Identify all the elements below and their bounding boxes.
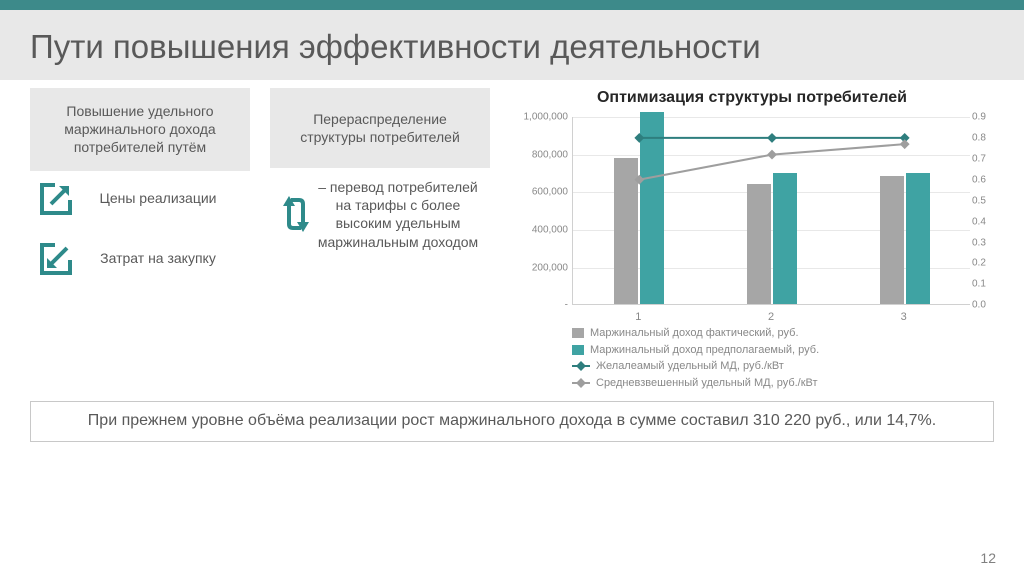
arrow-up-out-icon <box>38 181 74 217</box>
y2-tick-label: 0.2 <box>972 258 994 269</box>
arrow-down-in-icon <box>38 241 74 277</box>
line-target-marker <box>767 133 777 143</box>
y1-tick-label: 600,000 <box>510 187 568 198</box>
y2-tick-label: 0.5 <box>972 195 994 206</box>
legend-line-icon <box>572 365 590 367</box>
chart-lines <box>573 117 970 304</box>
legend-swatch-icon <box>572 328 584 338</box>
y1-tick-label: - <box>510 300 568 311</box>
line-weighted-marker <box>767 150 777 160</box>
card-row-label: Затрат на закупку <box>74 249 242 267</box>
title-band: Пути повышения эффективности деятельност… <box>0 10 1024 80</box>
chart-title: Оптимизация структуры потребителей <box>510 88 994 107</box>
y2-tick-label: 0.6 <box>972 174 994 185</box>
legend-item: Маржинальный доход предполагаемый, руб. <box>572 342 994 359</box>
card-header-1: Повышение удельного маржинального дохода… <box>30 88 250 171</box>
legend-label: Маржинальный доход предполагаемый, руб. <box>590 342 819 359</box>
y2-tick-label: 0.0 <box>972 300 994 311</box>
left-columns: Повышение удельного маржинального дохода… <box>30 88 490 391</box>
card-row: Затрат на закупку <box>30 231 250 287</box>
card-row: – перевод потребителей на тарифы с более… <box>270 168 490 261</box>
legend-line-icon <box>572 382 590 384</box>
legend-item: Средневзвешенный удельный МД, руб./кВт <box>572 375 994 392</box>
y2-tick-label: 0.1 <box>972 279 994 290</box>
card-body-2: – перевод потребителей на тарифы с более… <box>270 168 490 261</box>
x-tick-label: 1 <box>635 311 641 323</box>
page-title: Пути повышения эффективности деятельност… <box>30 28 994 66</box>
y2-tick-label: 0.9 <box>972 112 994 123</box>
x-tick-label: 3 <box>901 311 907 323</box>
y2-tick-label: 0.7 <box>972 153 994 164</box>
chart-plot-area <box>572 117 970 305</box>
y2-tick-label: 0.8 <box>972 133 994 144</box>
legend-swatch-icon <box>572 345 584 355</box>
y2-tick-label: 0.3 <box>972 237 994 248</box>
legend-item: Маржинальный доход фактический, руб. <box>572 325 994 342</box>
content-row: Повышение удельного маржинального дохода… <box>0 80 1024 391</box>
y2-tick-label: 0.4 <box>972 216 994 227</box>
y1-tick-label: 200,000 <box>510 262 568 273</box>
x-tick-label: 2 <box>768 311 774 323</box>
cycle-icon <box>278 196 314 232</box>
accent-top-bar <box>0 0 1024 10</box>
line-weighted-marker <box>900 139 910 149</box>
card-col-1: Повышение удельного маржинального дохода… <box>30 88 250 391</box>
card-row: Цены реализации <box>30 171 250 227</box>
card-row-label: – перевод потребителей на тарифы с более… <box>314 178 482 251</box>
card-row-label: Цены реализации <box>74 189 242 207</box>
card-header-2: Перераспределение структуры потребителей <box>270 88 490 168</box>
conclusion-box: При прежнем уровне объёма реализации рос… <box>30 401 994 441</box>
legend-label: Средневзвешенный удельный МД, руб./кВт <box>596 375 818 392</box>
legend-label: Маржинальный доход фактический, руб. <box>590 325 799 342</box>
line-target-marker <box>634 133 644 143</box>
page-number: 12 <box>980 550 996 566</box>
line-weighted-marker <box>634 175 644 185</box>
line-weighted <box>639 144 904 180</box>
chart-column: Оптимизация структуры потребителей - 200,… <box>510 88 994 391</box>
chart-legend: Маржинальный доход фактический, руб.Марж… <box>510 325 994 391</box>
y1-tick-label: 800,000 <box>510 149 568 160</box>
legend-label: Желалеамый удельный МД, руб./кВт <box>596 358 784 375</box>
y1-tick-label: 400,000 <box>510 224 568 235</box>
combo-chart: - 200,000 400,000 600,000 800,000 1,000,000 0.… <box>510 113 994 323</box>
card-col-2: Перераспределение структуры потребителей <box>270 88 490 391</box>
y1-tick-label: 1,000,000 <box>510 112 568 123</box>
legend-item: Желалеамый удельный МД, руб./кВт <box>572 358 994 375</box>
card-body-1: Цены реализации Затрат на закупку <box>30 171 250 287</box>
